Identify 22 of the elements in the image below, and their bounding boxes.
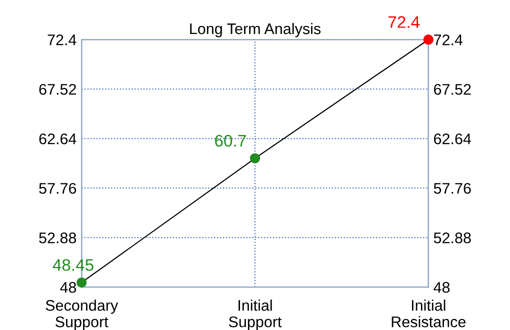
y-tick-label: 57.76	[39, 182, 76, 194]
y2-tick-label: 72.4	[434, 34, 463, 46]
y-tick-label: 67.52	[39, 84, 76, 95]
y2-tick-label: 52.88	[434, 232, 471, 244]
data-label: 72.4	[388, 16, 420, 28]
chart-title: Long Term Analysis	[190, 22, 321, 38]
x-tick-label: Secondary Support	[46, 300, 118, 330]
y2-tick-label: 62.64	[434, 133, 472, 144]
y-tick-label: 72.4	[48, 34, 76, 46]
point	[423, 34, 434, 45]
data-label: 60.7	[215, 134, 246, 147]
data-label: 48.45	[52, 259, 94, 271]
point	[76, 277, 87, 288]
x-tick-label: Initial Resistance	[392, 300, 466, 328]
point	[250, 153, 260, 164]
y-tick-label: 52.88	[39, 232, 76, 244]
y-tick-label: 62.64	[39, 133, 76, 144]
y2-tick-label: 48	[434, 282, 450, 293]
y-tick-label: 48	[60, 282, 76, 293]
x-tick-label: Initial Support	[228, 300, 282, 330]
y2-tick-label: 57.76	[434, 182, 471, 194]
y2-tick-label: 67.52	[434, 84, 471, 95]
